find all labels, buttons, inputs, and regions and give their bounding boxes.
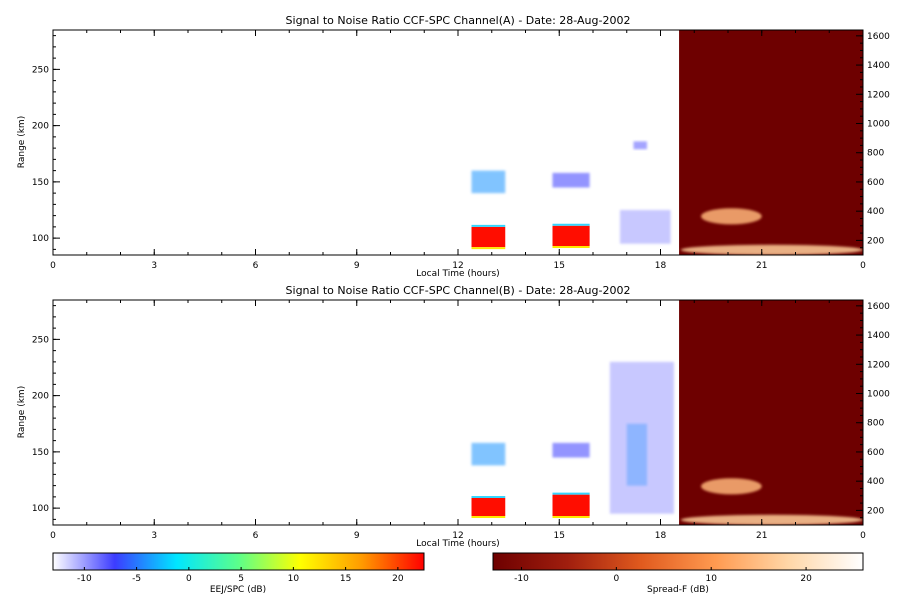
- x-axis-label: Local Time (hours): [416, 269, 499, 279]
- colorbar-tick-label: 20: [392, 574, 404, 584]
- colorbar-tick-label: 0: [613, 574, 619, 584]
- x-tick-label: 0: [860, 261, 866, 271]
- y2-tick-label: 1400: [867, 331, 890, 341]
- chart-title: Signal to Noise Ratio CCF-SPC Channel(A)…: [286, 14, 631, 27]
- colorbar-ejspc: -10 -5 0 5 10 15 20 EEJ/SPC (dB): [52, 552, 425, 595]
- y-tick-label: 150: [32, 448, 49, 458]
- colorbar-tick-label: 20: [800, 574, 812, 584]
- echo-ejspc: [552, 494, 590, 516]
- x-tick-label: 21: [756, 531, 767, 541]
- echo-fringe: [552, 246, 590, 248]
- heatmap-area: 0 3 6 9 12 15 18 21 0 100 150 200 250 200 400 600 800 100…: [32, 29, 890, 271]
- echo-ejspc: [609, 361, 674, 514]
- colorbar-label: Spread-F (dB): [647, 585, 709, 595]
- colorbar-tick-label: 10: [288, 574, 300, 584]
- y2-tick-label: 1600: [867, 302, 890, 312]
- y2-tick-label: 1600: [867, 32, 890, 42]
- x-tick-label: 18: [655, 261, 667, 271]
- y-tick-label: 100: [32, 504, 49, 514]
- echo-ejspc: [620, 210, 671, 244]
- colorbar-tick-label: 0: [186, 574, 192, 584]
- y2-tick-label: 200: [867, 236, 884, 246]
- colorbar-gradient: [52, 552, 425, 571]
- echo-fringe: [552, 223, 590, 226]
- x-tick-label: 9: [354, 261, 360, 271]
- y2-tick-label: 1000: [867, 120, 890, 130]
- echo-fringe: [471, 496, 506, 498]
- echo-ejspc: [633, 141, 647, 150]
- colorbar-tick-label: 10: [705, 574, 717, 584]
- x-tick-label: 0: [860, 531, 866, 541]
- spread-f-region: [679, 30, 863, 255]
- y-tick-label: 200: [32, 392, 49, 402]
- x-tick-label: 21: [756, 261, 767, 271]
- echo-spread-f: [680, 514, 863, 525]
- spread-f-region: [679, 300, 863, 525]
- y-axis-label: Range (km): [17, 386, 27, 438]
- x-tick-label: 3: [151, 261, 157, 271]
- heatmap-area: 0 3 6 9 12 15 18 21 0 100 150 200 250 200 400 600 800 100…: [32, 299, 890, 541]
- y-tick-label: 150: [32, 178, 49, 188]
- colorbar-spreadf: -10 0 10 20 Spread-F (dB): [492, 552, 864, 595]
- panel-channel-b: Signal to Noise Ratio CCF-SPC Channel(B)…: [17, 284, 890, 549]
- x-tick-label: 12: [452, 261, 463, 271]
- echo-ejspc: [471, 226, 506, 248]
- y-axis-label: Range (km): [17, 116, 27, 168]
- x-axis-label: Local Time (hours): [416, 539, 499, 549]
- chart-title: Signal to Noise Ratio CCF-SPC Channel(B)…: [286, 284, 631, 297]
- echo-ejspc: [471, 498, 506, 516]
- y2-tick-label: 1200: [867, 360, 890, 370]
- x-tick-label: 9: [354, 531, 360, 541]
- y2-tick-label: 200: [867, 506, 884, 516]
- y2-tick-label: 400: [867, 207, 884, 217]
- y-tick-label: 100: [32, 234, 49, 244]
- echo-spread-f: [701, 478, 762, 495]
- x-tick-label: 15: [554, 531, 565, 541]
- y2-tick-label: 1000: [867, 390, 890, 400]
- y2-tick-label: 1400: [867, 61, 890, 71]
- y-tick-label: 200: [32, 122, 49, 132]
- y-tick-label: 250: [32, 335, 49, 345]
- x-tick-label: 0: [50, 261, 56, 271]
- x-tick-label: 6: [253, 531, 259, 541]
- echo-fringe: [471, 247, 506, 250]
- y2-tick-label: 400: [867, 477, 884, 487]
- colorbar-tick-label: 15: [340, 574, 351, 584]
- echo-fringe: [471, 224, 506, 227]
- y2-tick-label: 1200: [867, 90, 890, 100]
- colorbar-tick-label: 5: [238, 574, 244, 584]
- x-tick-label: 3: [151, 531, 157, 541]
- echo-ejspc: [471, 442, 506, 466]
- echo-ejspc: [471, 170, 506, 194]
- y-tick-label: 250: [32, 65, 49, 75]
- echo-fringe: [471, 516, 506, 518]
- colorbar-tick-label: -10: [77, 574, 92, 584]
- colorbar-gradient: [492, 552, 864, 571]
- x-tick-label: 18: [655, 531, 667, 541]
- echo-ejspc: [552, 442, 590, 458]
- echo-spread-f: [701, 208, 762, 225]
- echo-fringe: [552, 492, 590, 495]
- echo-fringe: [552, 516, 590, 518]
- x-tick-label: 0: [50, 531, 56, 541]
- y2-tick-label: 800: [867, 419, 884, 429]
- colorbar-tick-label: -10: [514, 574, 529, 584]
- echo-ejspc: [552, 172, 590, 188]
- panel-channel-a: Signal to Noise Ratio CCF-SPC Channel(A)…: [17, 14, 890, 279]
- echo-ejspc: [552, 225, 590, 246]
- y2-tick-label: 600: [867, 448, 884, 458]
- x-tick-label: 15: [554, 261, 565, 271]
- y2-tick-label: 800: [867, 149, 884, 159]
- y2-tick-label: 600: [867, 178, 884, 188]
- colorbar-tick-label: -5: [132, 574, 141, 584]
- colorbar-label: EEJ/SPC (dB): [210, 585, 266, 595]
- x-tick-label: 12: [452, 531, 463, 541]
- echo-spread-f: [680, 244, 863, 256]
- x-tick-label: 6: [253, 261, 259, 271]
